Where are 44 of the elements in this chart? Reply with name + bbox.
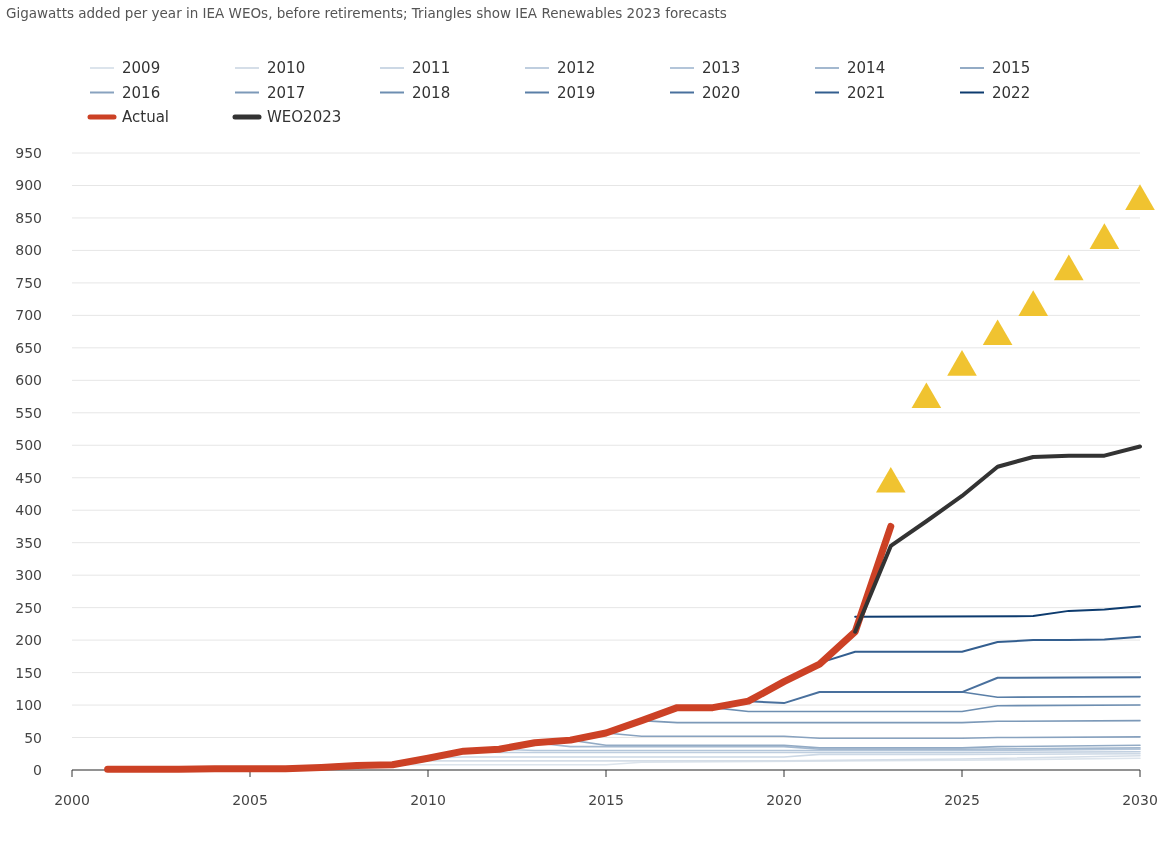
legend-label: 2014	[847, 59, 886, 77]
legend-label: 2017	[267, 83, 306, 102]
x-tick-label: 2015	[588, 792, 624, 808]
legend-label: 2016	[122, 83, 161, 102]
y-tick-label: 450	[15, 469, 42, 486]
legend-label: 2010	[267, 59, 306, 77]
legend-label: 2019	[557, 83, 596, 102]
legend-label: 2020	[702, 83, 741, 102]
legend-label: 2018	[412, 83, 451, 102]
legend-label: WEO2023	[267, 108, 342, 126]
y-tick-label: 300	[15, 567, 42, 584]
legend-label: Actual	[122, 108, 169, 126]
legend-label: 2021	[847, 83, 886, 102]
y-tick-label: 950	[15, 145, 42, 161]
y-tick-label: 100	[15, 697, 42, 714]
y-tick-label: 400	[15, 502, 42, 519]
y-tick-label: 500	[15, 437, 42, 454]
y-tick-label: 900	[15, 177, 42, 194]
legend-label: 2022	[992, 83, 1031, 102]
y-tick-label: 350	[15, 534, 42, 551]
y-tick-label: 200	[15, 632, 42, 649]
legend-label: 2012	[557, 59, 596, 77]
y-tick-label: 850	[15, 209, 42, 226]
y-tick-label: 800	[15, 242, 42, 259]
x-tick-label: 2020	[766, 792, 802, 808]
y-tick-label: 0	[33, 762, 42, 778]
y-tick-label: 700	[15, 307, 42, 324]
y-tick-label: 50	[24, 729, 42, 746]
y-tick-label: 150	[15, 664, 42, 681]
y-tick-label: 550	[15, 404, 42, 421]
x-tick-label: 2000	[54, 792, 90, 808]
legend-label: 2015	[992, 59, 1031, 77]
x-tick-label: 2030	[1122, 792, 1158, 808]
x-tick-label: 2010	[410, 792, 446, 808]
chart-title: Gigawatts added per year in IEA WEOs, before retirements; Triangles show IEA Renewables 2023 forecasts	[6, 5, 727, 21]
legend-label: 2013	[702, 59, 741, 77]
x-tick-label: 2025	[944, 792, 980, 808]
x-tick-label: 2005	[232, 792, 268, 808]
legend-label: 2009	[122, 59, 161, 77]
y-tick-label: 750	[15, 274, 42, 291]
y-tick-label: 250	[15, 599, 42, 616]
y-tick-label: 600	[15, 372, 42, 389]
y-tick-label: 650	[15, 339, 42, 356]
legend-label: 2011	[412, 59, 451, 77]
